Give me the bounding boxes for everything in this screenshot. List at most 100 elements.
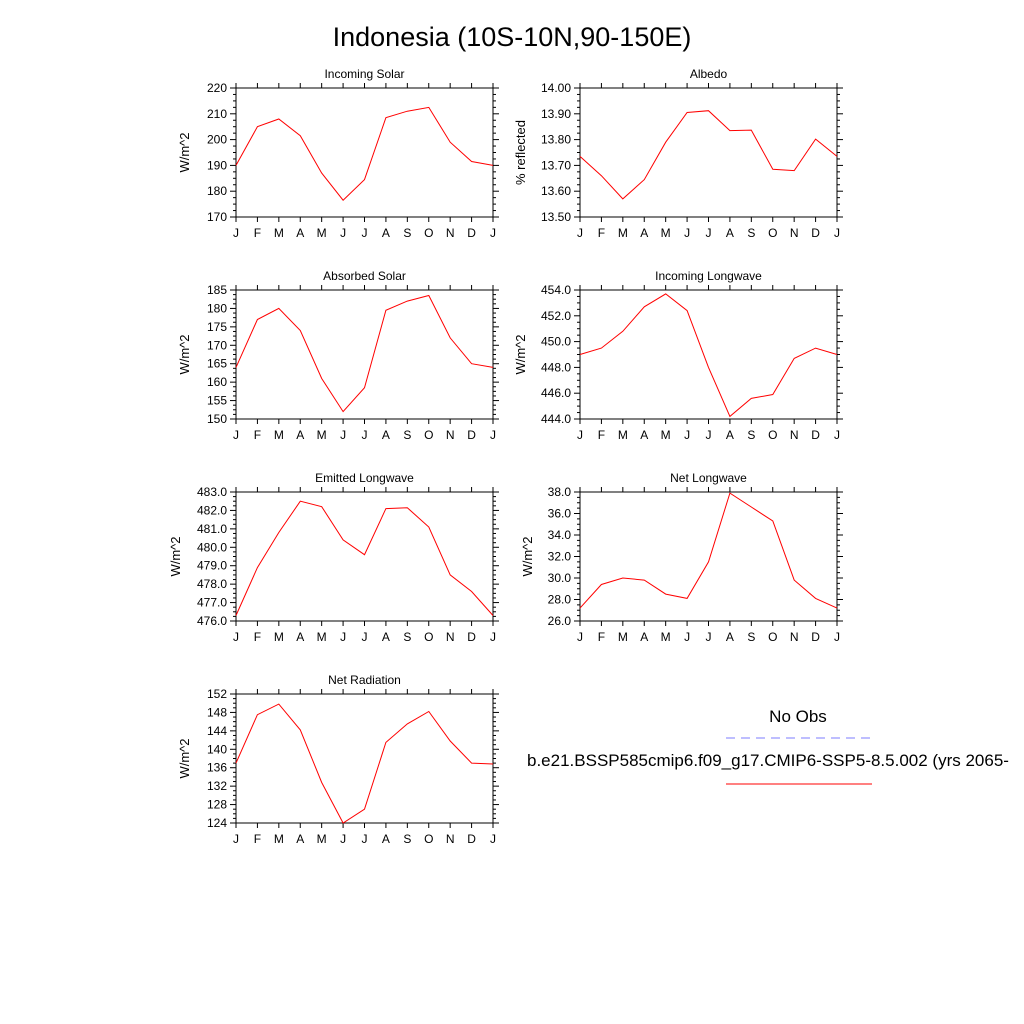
albedo-series-line xyxy=(579,110,838,200)
incoming-solar-xtick-label: N xyxy=(446,226,455,240)
legend-model-label: b.e21.BSSP585cmip6.f09_g17.CMIP6-SSP5-8.… xyxy=(527,751,1009,770)
incoming-longwave-series-line xyxy=(579,293,838,418)
emitted-longwave-ytick-label: 480.0 xyxy=(197,540,227,554)
net-longwave-title: Net Longwave xyxy=(670,471,747,485)
incoming-solar-ytick-label: 200 xyxy=(207,133,227,147)
emitted-longwave-xtick-label: M xyxy=(317,630,327,644)
absorbed-solar-title: Absorbed Solar xyxy=(323,269,406,283)
incoming-longwave-xtick-label: M xyxy=(618,428,628,442)
net-radiation-ytick-label: 124 xyxy=(207,816,227,830)
incoming-longwave-xtick-label: S xyxy=(747,428,755,442)
incoming-longwave-ytick-label: 446.0 xyxy=(541,386,571,400)
net-longwave-xtick-label: J xyxy=(684,630,690,644)
albedo-ytick-label: 13.60 xyxy=(541,184,571,198)
net-longwave-xtick-label: D xyxy=(811,630,820,644)
absorbed-solar-ylabel: W/m^2 xyxy=(177,334,192,374)
emitted-longwave-ytick-label: 476.0 xyxy=(197,614,227,628)
albedo-frame xyxy=(579,87,838,218)
emitted-longwave-xtick-label: J xyxy=(340,630,346,644)
emitted-longwave-ylabel: W/m^2 xyxy=(168,536,183,576)
net-longwave-ytick-label: 36.0 xyxy=(548,507,572,521)
incoming-solar-xtick-label: M xyxy=(274,226,284,240)
net-longwave-ytick-label: 30.0 xyxy=(548,571,572,585)
emitted-longwave-xtick-label: J xyxy=(362,630,368,644)
incoming-solar-ytick-label: 220 xyxy=(207,81,227,95)
absorbed-solar-ytick-label: 175 xyxy=(207,320,227,334)
net-longwave-xtick-label: A xyxy=(726,630,734,644)
figure-title: Indonesia (10S-10N,90-150E) xyxy=(333,22,692,52)
absorbed-solar-xtick-label: S xyxy=(403,428,411,442)
net-radiation-xtick-label: A xyxy=(382,832,390,846)
net-radiation-ytick-label: 136 xyxy=(207,761,227,775)
emitted-longwave-ytick-label: 477.0 xyxy=(197,596,227,610)
absorbed-solar-xtick-label: J xyxy=(233,428,239,442)
emitted-longwave-ytick-label: 483.0 xyxy=(197,485,227,499)
albedo-xtick-label: J xyxy=(684,226,690,240)
incoming-longwave-xtick-label: J xyxy=(706,428,712,442)
albedo-xtick-label: N xyxy=(790,226,799,240)
albedo-xtick-label: J xyxy=(706,226,712,240)
incoming-solar-xtick-label: J xyxy=(233,226,239,240)
net-radiation-ytick-label: 148 xyxy=(207,705,227,719)
albedo-ytick-label: 13.80 xyxy=(541,133,571,147)
incoming-solar-ytick-label: 170 xyxy=(207,210,227,224)
net-radiation-xtick-label: F xyxy=(254,832,261,846)
incoming-solar-xtick-label: O xyxy=(424,226,433,240)
absorbed-solar-xtick-label: J xyxy=(362,428,368,442)
absorbed-solar-xtick-label: O xyxy=(424,428,433,442)
absorbed-solar-xtick-label: J xyxy=(340,428,346,442)
incoming-solar-xtick-label: A xyxy=(382,226,390,240)
albedo-ytick-label: 14.00 xyxy=(541,81,571,95)
absorbed-solar-ytick-label: 185 xyxy=(207,283,227,297)
emitted-longwave-ytick-label: 479.0 xyxy=(197,559,227,573)
albedo-ylabel: % reflected xyxy=(513,120,528,185)
emitted-longwave-xtick-label: J xyxy=(490,630,496,644)
incoming-solar-ytick-label: 180 xyxy=(207,184,227,198)
net-radiation-ytick-label: 132 xyxy=(207,779,227,793)
absorbed-solar-ytick-label: 160 xyxy=(207,375,227,389)
emitted-longwave-title: Emitted Longwave xyxy=(315,471,414,485)
net-longwave-xtick-label: M xyxy=(618,630,628,644)
net-radiation-xtick-label: N xyxy=(446,832,455,846)
incoming-longwave-xtick-label: F xyxy=(598,428,605,442)
net-radiation-xtick-label: A xyxy=(296,832,304,846)
incoming-solar-title: Incoming Solar xyxy=(324,67,404,81)
absorbed-solar-xtick-label: N xyxy=(446,428,455,442)
emitted-longwave-xtick-label: M xyxy=(274,630,284,644)
net-longwave-xtick-label: F xyxy=(598,630,605,644)
incoming-solar-xtick-label: J xyxy=(490,226,496,240)
net-radiation-title: Net Radiation xyxy=(328,673,401,687)
incoming-solar-ytick-label: 190 xyxy=(207,158,227,172)
incoming-longwave-xtick-label: J xyxy=(834,428,840,442)
net-radiation-xtick-label: M xyxy=(317,832,327,846)
emitted-longwave-ytick-label: 478.0 xyxy=(197,577,227,591)
net-radiation-ytick-label: 128 xyxy=(207,798,227,812)
net-longwave-xtick-label: M xyxy=(661,630,671,644)
albedo-xtick-label: A xyxy=(640,226,648,240)
net-longwave-xtick-label: J xyxy=(577,630,583,644)
absorbed-solar-ytick-label: 180 xyxy=(207,301,227,315)
incoming-longwave-ytick-label: 454.0 xyxy=(541,283,571,297)
net-longwave-xtick-label: A xyxy=(640,630,648,644)
net-longwave-xtick-label: J xyxy=(706,630,712,644)
incoming-longwave-title: Incoming Longwave xyxy=(655,269,762,283)
incoming-solar-xtick-label: A xyxy=(296,226,304,240)
incoming-longwave-xtick-label: M xyxy=(661,428,671,442)
incoming-solar-ylabel: W/m^2 xyxy=(177,132,192,172)
net-radiation-xtick-label: M xyxy=(274,832,284,846)
absorbed-solar-xtick-label: M xyxy=(317,428,327,442)
net-radiation-xtick-label: S xyxy=(403,832,411,846)
net-longwave-xtick-label: O xyxy=(768,630,777,644)
albedo-xtick-label: M xyxy=(661,226,671,240)
emitted-longwave-xtick-label: S xyxy=(403,630,411,644)
emitted-longwave-xtick-label: D xyxy=(467,630,476,644)
albedo-ytick-label: 13.50 xyxy=(541,210,571,224)
net-radiation-ytick-label: 144 xyxy=(207,724,227,738)
net-radiation-ytick-label: 140 xyxy=(207,742,227,756)
albedo-xtick-label: S xyxy=(747,226,755,240)
albedo-ytick-label: 13.90 xyxy=(541,107,571,121)
net-longwave-ytick-label: 38.0 xyxy=(548,485,572,499)
